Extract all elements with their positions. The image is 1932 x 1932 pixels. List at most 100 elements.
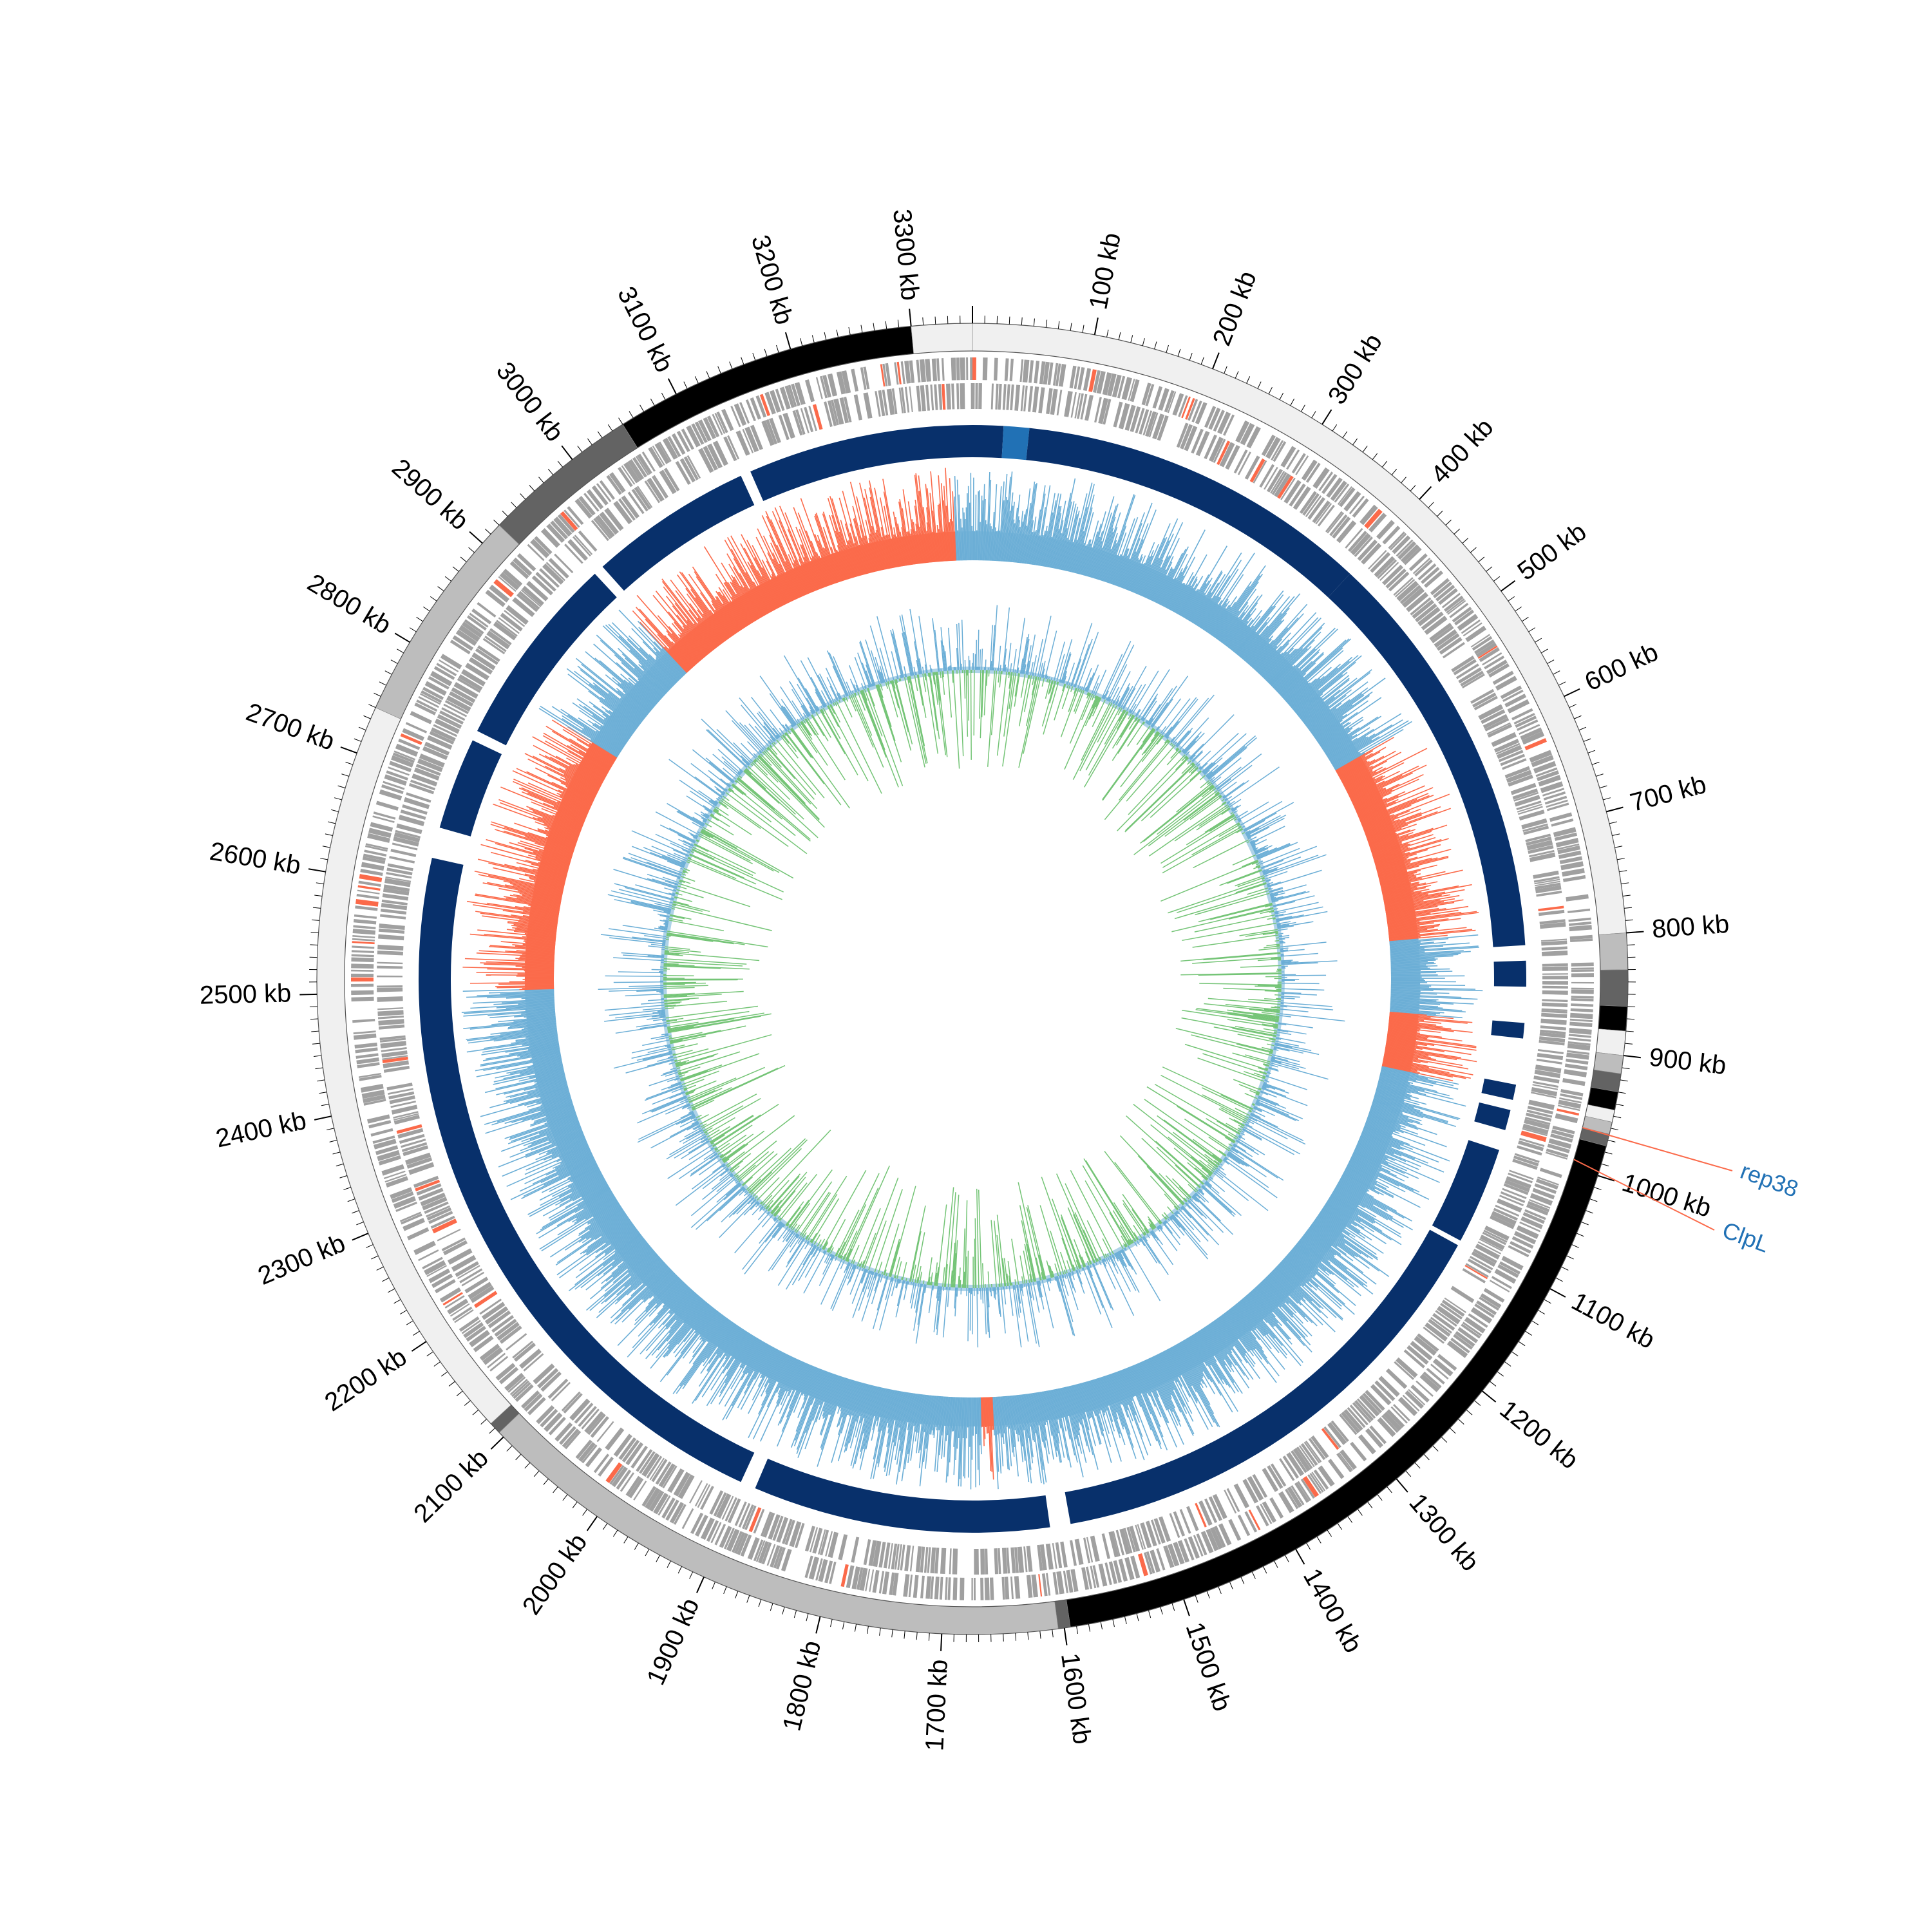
gc-skew-bar [891,538,898,567]
gene-feature [1152,413,1165,440]
gc-skew-bar [689,603,721,645]
gc-skew-bar [1021,488,1031,564]
gene-feature [920,1575,925,1598]
gc-content-bar [1189,743,1204,759]
gc-skew-bar [536,1093,571,1104]
minor-tick [1154,341,1157,350]
gc-skew-bar [1336,1184,1394,1218]
gene-feature [586,489,604,509]
gc-content-bar [1094,669,1107,696]
gc-skew-bar [547,1116,578,1128]
gc-skew-bar [1352,1153,1382,1168]
gc-skew-bar [669,1289,692,1314]
gene-feature [405,1152,431,1166]
gc-skew-bar [1387,1037,1435,1046]
gene-feature [494,1318,517,1337]
gc-content-bar [1244,1071,1265,1079]
gc-skew-bar [1195,1332,1231,1388]
gc-skew-bar [524,1146,589,1175]
gene-feature [1571,967,1594,970]
gc-content-bar [1274,940,1280,942]
gc-skew-bar [694,571,737,634]
gc-content-bar [1275,1037,1282,1040]
gc-skew-bar [544,765,598,793]
gene-feature [1118,402,1130,430]
gc-content-bar [1233,1119,1245,1126]
gene-feature [387,863,413,871]
gc-skew-bar [956,479,961,561]
gene-feature [1542,981,1568,985]
gc-content-bar [1204,770,1210,775]
minor-tick [1367,1501,1373,1509]
gc-content-bar [1267,917,1276,920]
gc-skew-bar [527,1094,571,1108]
gc-skew-bar [1346,762,1405,792]
gc-content-bar [1229,799,1242,808]
minor-tick [363,715,371,719]
gc-skew-bar [1363,810,1410,829]
gc-skew-bar [655,659,678,683]
gene-feature [377,987,403,992]
gc-skew-bar [516,950,555,954]
gc-skew-bar [1014,520,1021,563]
gene-feature [1533,876,1560,883]
gene-feature [730,406,741,428]
gene-feature [1499,1195,1524,1206]
minor-tick [793,1610,797,1618]
gc-content-bar [1247,1118,1288,1140]
gc-skew-bar [1390,988,1483,992]
gc-skew-bar [488,875,564,892]
gc-skew-bar [1316,1217,1378,1260]
gc-skew-bar [976,1397,979,1470]
gene-feature [414,702,437,715]
gc-skew-bar [1186,1338,1222,1396]
gene-feature [353,1030,376,1035]
gc-skew-bar [1390,990,1421,992]
minor-tick [800,338,803,346]
gc-skew-bar [1191,1335,1238,1412]
gc-skew-bar [902,508,911,565]
gc-skew-bar [877,1388,888,1432]
gene-feature [909,386,913,413]
gc-content-bar [981,670,985,717]
gene-feature [383,1065,410,1073]
gene-feature [1063,1570,1069,1593]
gene-feature [1143,1552,1153,1575]
gc-content-bar [1195,893,1270,916]
gc-skew-bar [1371,1104,1422,1122]
gc-skew-bar [1382,1064,1420,1074]
gene-feature [352,935,375,938]
gene-feature [1534,1069,1561,1079]
gc-skew-bar [1189,1336,1208,1367]
gc-skew-bar [569,1179,605,1199]
gc-skew-bar [674,643,696,667]
gc-skew-bar [570,1171,601,1189]
gene-feature [605,1462,623,1483]
gene-feature [393,1113,419,1121]
gc-content-bar [1233,810,1238,814]
gc-content-bar [1104,709,1125,745]
gc-skew-bar [1354,789,1393,808]
gene-feature [1412,600,1435,619]
gene-feature [439,710,464,725]
gc-skew-bar [1376,858,1407,868]
gene-feature [1571,969,1594,972]
gene-feature [1394,1361,1414,1380]
gc-content-bar [1276,923,1281,925]
minor-tick [683,381,688,389]
gc-content-bar [1218,824,1241,837]
gc-content-bar [1170,737,1175,743]
gc-skew-bar [487,994,554,999]
gene-feature [355,905,378,911]
minor-tick [1574,715,1582,719]
gene-feature [1550,1133,1573,1143]
gene-feature [1376,520,1395,540]
gc-skew-bar [627,1287,691,1358]
gc-skew-bar [1249,643,1270,666]
gc-skew-bar [759,585,773,611]
gene-feature [709,1490,724,1515]
gc-content-bar [1269,884,1307,896]
gene-feature [1405,1390,1425,1409]
minor-tick [343,1187,351,1190]
minor-tick [334,797,342,800]
